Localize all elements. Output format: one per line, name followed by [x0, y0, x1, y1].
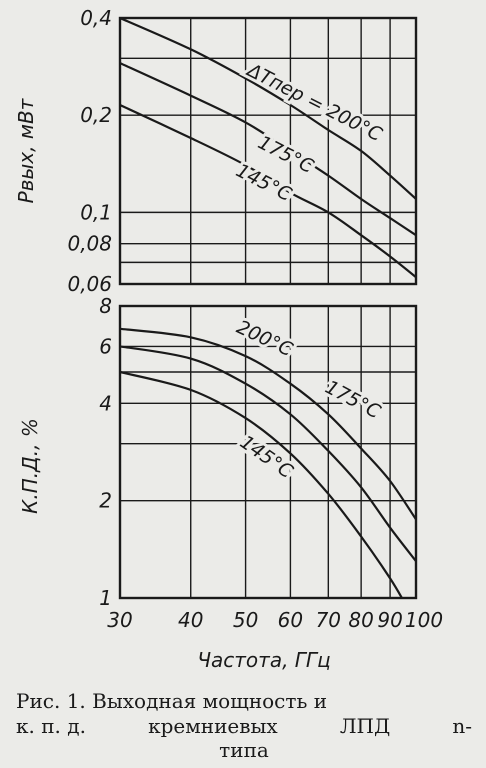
caption-word: n-: [452, 714, 472, 738]
series-line: [120, 345, 416, 562]
series-line: [120, 370, 404, 598]
x-tick-label: 30: [107, 608, 132, 632]
x-tick-label: 60: [278, 608, 303, 632]
x-tick-labels: 30 40 50 60 70 80 90 100: [107, 608, 443, 632]
caption-line-3: типа: [219, 738, 269, 762]
y-tick-label: 6: [99, 334, 112, 358]
y-tick-label: 0,2: [80, 103, 112, 127]
y-tick-label: 2: [99, 489, 112, 513]
y-axis-title: К.П.Д., %: [18, 418, 42, 514]
caption-word: ЛПД: [339, 714, 391, 738]
x-tick-label: 90: [377, 608, 402, 632]
x-tick-label: 80: [348, 608, 373, 632]
caption-line-1: Рис. 1. Выходная мощность и: [16, 689, 328, 713]
series-line: [120, 62, 416, 237]
series-line: [120, 327, 416, 521]
y-axis-title: Pвых, мВт: [14, 97, 38, 203]
caption-word: кремниевых: [148, 714, 278, 738]
x-tick-label: 40: [178, 608, 203, 632]
y-tick-label: 0,06: [67, 272, 112, 296]
x-tick-label: 70: [316, 608, 341, 632]
plot-frame: [118, 304, 418, 600]
series-line: [120, 104, 416, 279]
series-line: [120, 18, 416, 200]
caption-word: к. п. д.: [16, 714, 86, 738]
caption-line-2: к. п. д. кремниевых ЛПД n-: [16, 714, 472, 739]
y-tick-label: 4: [99, 391, 112, 415]
x-tick-label: 100: [405, 608, 443, 632]
y-tick-label: 8: [99, 294, 112, 318]
x-axis-title: Частота, ГГц: [197, 648, 330, 672]
y-tick-label: 1: [99, 586, 112, 610]
x-tick-label: 50: [233, 608, 258, 632]
y-tick-label: 0,4: [80, 6, 112, 30]
y-tick-label: 0,1: [80, 200, 112, 224]
y-tick-label: 0,08: [67, 232, 112, 256]
plot-frame: [118, 16, 418, 286]
